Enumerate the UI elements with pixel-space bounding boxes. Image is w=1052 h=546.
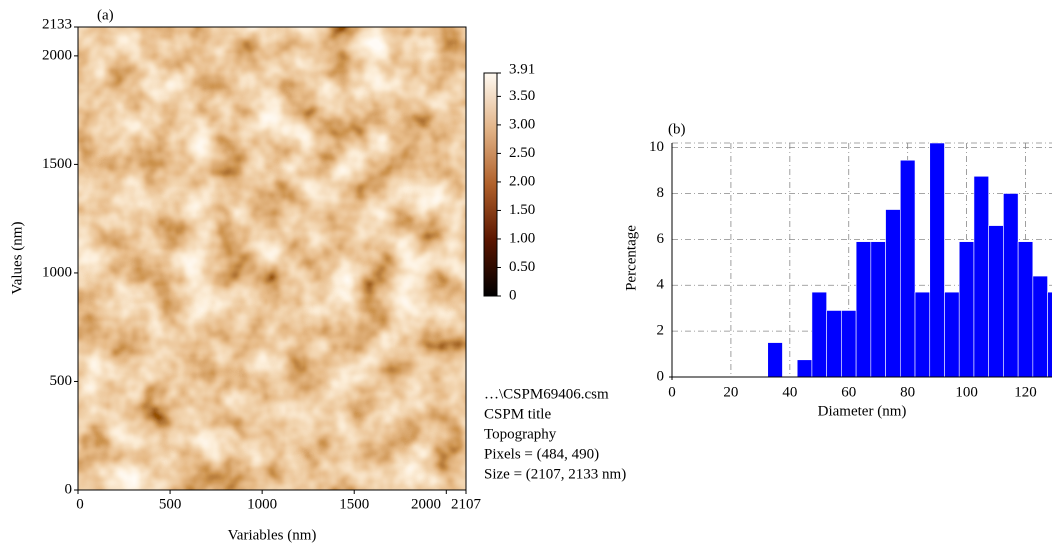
colorbar-tick-label: 2.00 [509, 173, 535, 189]
panel-label: (b) [668, 121, 686, 137]
y-tick-label: 2133 [42, 16, 72, 32]
topography-image [78, 27, 466, 490]
y-tick-label: 10 [649, 139, 664, 155]
bar [914, 291, 931, 378]
colorbar-tick-label: 0.50 [509, 259, 535, 275]
bar [855, 241, 872, 378]
x-axis-title: Diameter (nm) [818, 403, 907, 419]
y-axis-title: Values (nm) [9, 222, 25, 295]
x-tick-label: 100 [955, 384, 978, 400]
x-tick-label: 120 [1014, 384, 1037, 400]
bar [1017, 241, 1034, 378]
colorbar-tick-label: 1.00 [509, 230, 535, 246]
bar [826, 310, 842, 378]
bar [767, 342, 783, 378]
panel-label: (a) [97, 7, 114, 23]
colorbar-tick-label: 0 [509, 287, 517, 303]
x-tick-label: 0 [76, 496, 84, 512]
x-tick-label: 80 [900, 384, 915, 400]
x-tick-label: 2107 [451, 496, 482, 512]
x-tick-label: 500 [159, 496, 182, 512]
file-info: Pixels = (484, 490) [484, 446, 599, 462]
x-tick-label: 40 [782, 384, 797, 400]
file-info: …\CSPM69406.csm [484, 386, 609, 402]
bar [973, 175, 989, 378]
bar [929, 142, 945, 378]
y-tick-label: 2 [657, 323, 665, 339]
x-tick-label: 0 [668, 384, 676, 400]
y-tick-label: 0 [657, 368, 665, 384]
x-tick-label: 60 [841, 384, 856, 400]
colorbar-tick-label: 3.50 [509, 88, 535, 104]
bar [1032, 275, 1048, 378]
bar [1047, 291, 1052, 378]
colorbar-tick-label: 1.50 [509, 202, 535, 218]
y-axis-title: Percentage [623, 225, 639, 291]
x-tick-label: 2000 [411, 496, 441, 512]
bar [899, 159, 916, 378]
bars [767, 142, 1052, 378]
colorbar-tick-label: 3.00 [509, 116, 535, 132]
bar [958, 241, 975, 378]
x-tick-label: 1500 [339, 496, 369, 512]
bar [988, 225, 1004, 378]
y-tick-label: 8 [657, 185, 665, 201]
bar [811, 291, 827, 378]
plot-frame [77, 26, 467, 491]
file-info: CSPM title [484, 406, 551, 422]
y-tick-label: 6 [657, 231, 665, 247]
file-info: Topography [484, 426, 557, 442]
colorbar-tick-label: 2.50 [509, 145, 535, 161]
y-tick-label: 500 [50, 373, 73, 389]
colorbar-tick-label: 3.91 [509, 61, 535, 77]
bar [841, 310, 857, 378]
colorbar [483, 72, 498, 297]
file-info: Size = (2107, 2133 nm) [484, 466, 626, 482]
x-tick-label: 20 [723, 384, 738, 400]
bar [1003, 193, 1019, 378]
y-tick-label: 1000 [42, 264, 72, 280]
x-tick-label: 1000 [247, 496, 277, 512]
y-tick-label: 4 [657, 277, 665, 293]
y-tick-label: 2000 [42, 47, 72, 63]
x-axis-title: Variables (nm) [228, 527, 317, 543]
bar [796, 359, 813, 378]
bar [885, 209, 901, 378]
bar [944, 291, 960, 378]
bar [870, 241, 886, 378]
y-tick-label: 1500 [42, 156, 72, 172]
y-tick-label: 0 [65, 481, 73, 497]
